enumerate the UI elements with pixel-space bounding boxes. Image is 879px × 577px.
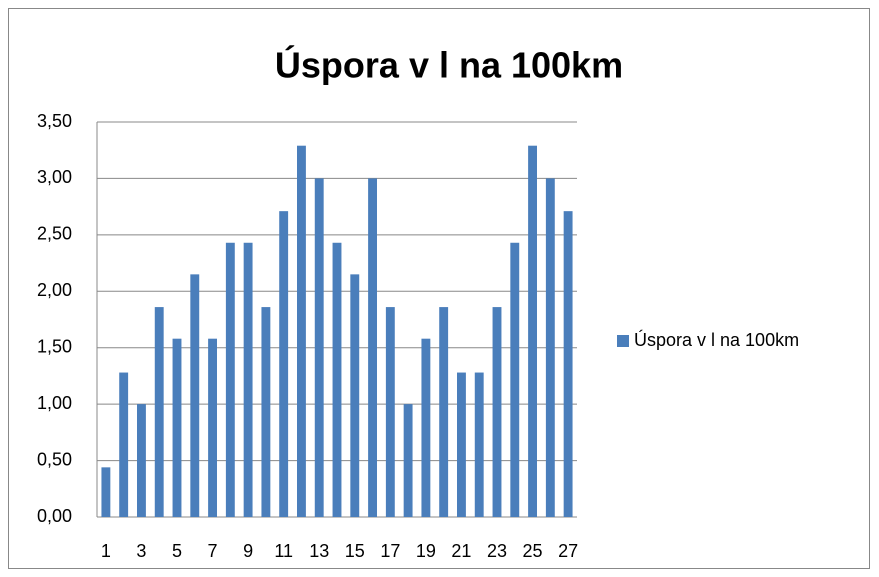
bar xyxy=(385,307,395,517)
bar xyxy=(545,178,555,517)
x-tick-label: 1 xyxy=(101,541,111,561)
bar xyxy=(510,242,520,517)
bar xyxy=(137,404,146,517)
bar xyxy=(332,242,342,517)
x-tick-label: 15 xyxy=(345,541,365,561)
x-tick-label: 23 xyxy=(487,541,507,561)
x-tick-label: 17 xyxy=(380,541,400,561)
x-tick-label: 11 xyxy=(274,541,293,561)
bar xyxy=(350,274,360,517)
bar xyxy=(563,211,573,517)
y-tick-label: 3,50 xyxy=(37,111,72,131)
x-tick-label: 7 xyxy=(208,541,218,561)
bar xyxy=(190,274,200,517)
y-tick-label: 2,50 xyxy=(37,224,72,244)
x-tick-label: 13 xyxy=(309,541,329,561)
y-tick-label: 2,00 xyxy=(37,280,72,300)
chart-frame xyxy=(8,8,870,569)
x-tick-label: 3 xyxy=(136,541,146,561)
bar xyxy=(528,145,537,517)
x-tick-label: 21 xyxy=(451,541,471,561)
bar xyxy=(439,307,449,517)
bar xyxy=(421,338,431,517)
bar xyxy=(208,338,217,517)
legend-swatch xyxy=(617,335,629,347)
bar xyxy=(492,307,502,517)
bar xyxy=(172,338,182,517)
y-tick-label: 0,50 xyxy=(37,449,72,469)
bar xyxy=(368,178,377,517)
x-tick-label: 27 xyxy=(558,541,578,561)
bar xyxy=(314,178,324,517)
bar xyxy=(154,307,164,517)
x-tick-label: 19 xyxy=(416,541,436,561)
x-tick-label: 5 xyxy=(172,541,182,561)
bar xyxy=(243,242,253,517)
x-tick-label: 25 xyxy=(523,541,543,561)
bar xyxy=(457,372,466,517)
bar xyxy=(261,307,271,517)
bar xyxy=(297,145,306,517)
y-tick-label: 1,00 xyxy=(37,393,72,413)
legend-label: Úspora v l na 100km xyxy=(634,329,799,350)
y-tick-label: 0,00 xyxy=(37,506,72,526)
bar xyxy=(474,372,484,517)
bar xyxy=(101,467,111,517)
bar xyxy=(279,211,289,517)
x-tick-label: 9 xyxy=(243,541,253,561)
bar xyxy=(119,372,129,517)
y-tick-label: 3,00 xyxy=(37,167,72,187)
chart-title: Úspora v l na 100km xyxy=(275,44,623,86)
bar xyxy=(225,242,235,517)
y-tick-label: 1,50 xyxy=(37,336,72,356)
bar xyxy=(403,404,413,517)
